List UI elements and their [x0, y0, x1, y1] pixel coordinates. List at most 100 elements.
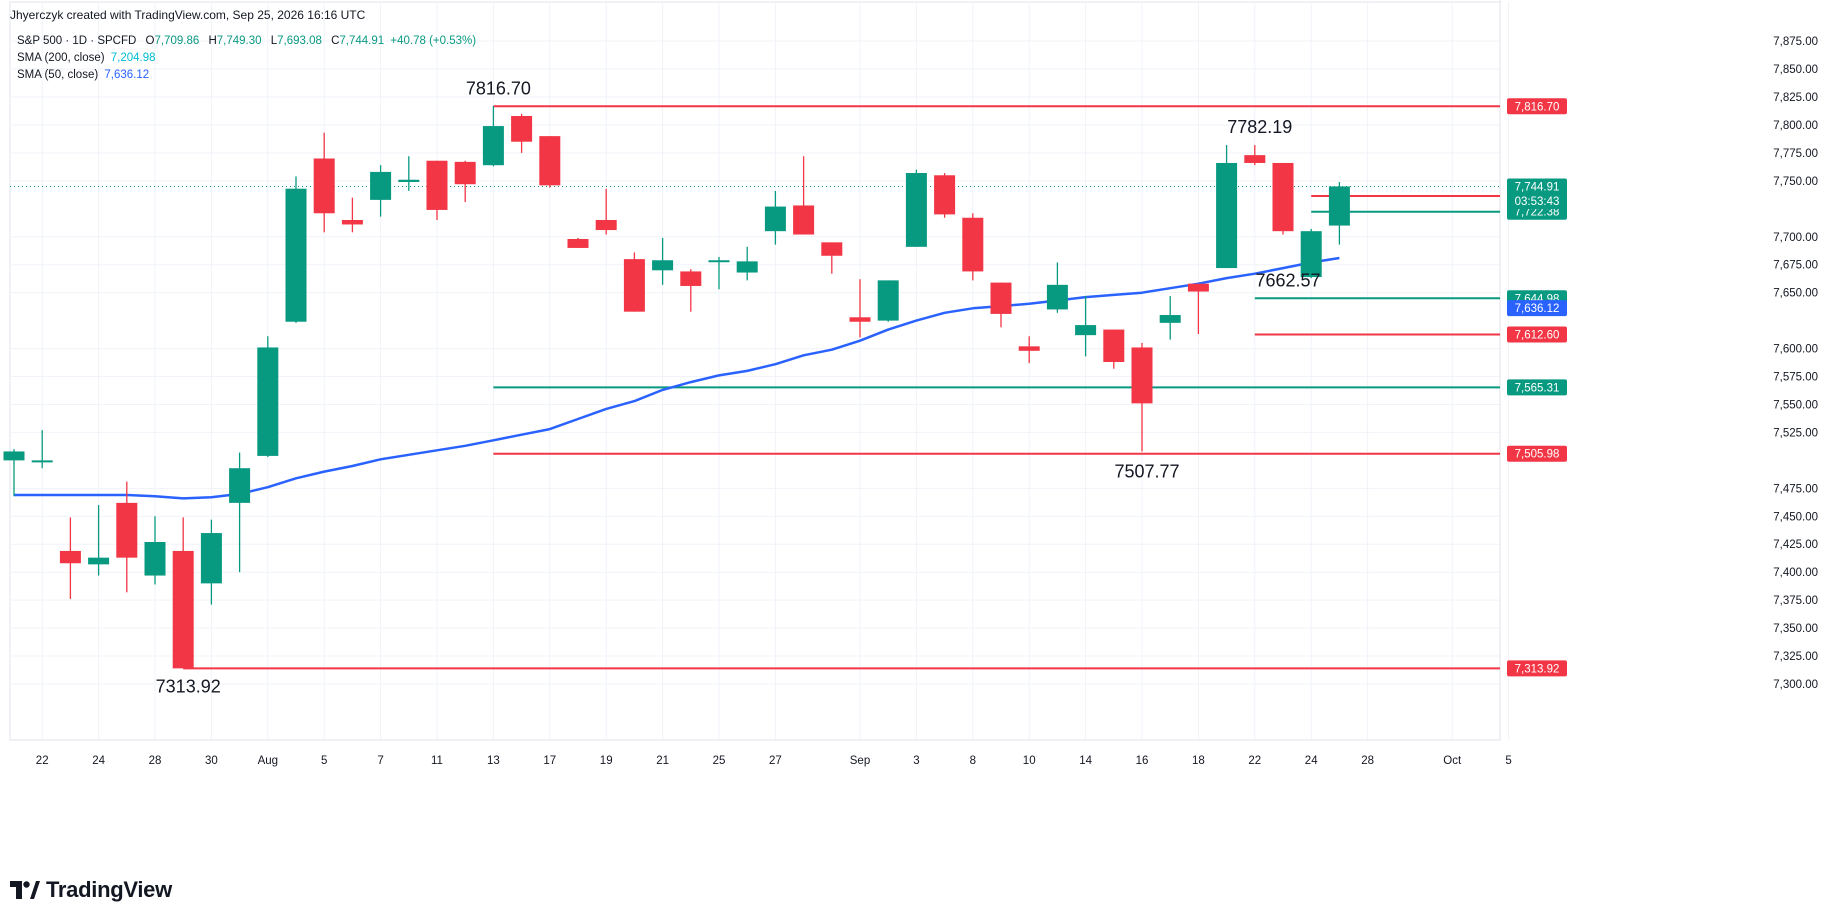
- x-tick-label: 27: [769, 755, 782, 767]
- candle-body: [736, 261, 758, 273]
- x-tick-label: 3: [913, 755, 919, 767]
- x-tick-label: 10: [1023, 755, 1036, 767]
- candle-body: [1075, 325, 1097, 336]
- price-axis-label: 7,636.12: [1515, 303, 1560, 315]
- price-axis-label-box: [1507, 178, 1567, 195]
- low-value: 7,693.08: [277, 35, 322, 47]
- candle-body: [680, 271, 702, 286]
- y-tick-label: 7,675.00: [1773, 260, 1818, 272]
- price-annotation: 7782.19: [1227, 117, 1292, 137]
- y-tick-label: 7,550.00: [1773, 399, 1818, 411]
- symbol-legend[interactable]: S&P 500 · 1D · SPCFD O7,709.86 H7,749.30…: [17, 35, 476, 47]
- y-tick-label: 7,800.00: [1773, 120, 1818, 132]
- price-axis-label-box: [1507, 192, 1567, 209]
- level-price-label: 7,612.60: [1515, 329, 1560, 341]
- x-tick-label: 18: [1192, 755, 1205, 767]
- candle-body: [31, 460, 53, 463]
- x-tick-label: 11: [431, 755, 443, 767]
- candle-body: [341, 219, 363, 225]
- candle-body: [1187, 283, 1209, 292]
- tradingview-logo-text: TradingView: [46, 877, 172, 902]
- candle-body: [1328, 186, 1350, 226]
- candle-body: [116, 502, 138, 558]
- candle-body: [539, 136, 561, 186]
- sma50-legend[interactable]: SMA (50, close) 7,636.12: [17, 69, 149, 81]
- candle-body: [1300, 231, 1322, 278]
- sma50-label: SMA (50, close): [17, 69, 99, 81]
- tradingview-logo[interactable]: TradingView: [10, 876, 172, 904]
- candle-body: [257, 347, 279, 456]
- x-tick-label: 17: [543, 755, 556, 767]
- x-tick-label: 24: [1305, 755, 1318, 767]
- y-tick-label: 7,775.00: [1773, 148, 1818, 160]
- candle-body: [962, 217, 984, 272]
- candle-body: [313, 158, 335, 214]
- price-annotation: 7507.77: [1114, 462, 1179, 482]
- candle-body: [511, 116, 533, 142]
- sma200-legend[interactable]: SMA (200, close) 7,204.98: [17, 52, 156, 64]
- candle-body: [59, 550, 81, 564]
- candle-body: [905, 173, 927, 247]
- y-tick-label: 7,875.00: [1773, 36, 1818, 48]
- x-tick-label: 21: [656, 755, 669, 767]
- level-price-label: 7,816.70: [1515, 101, 1560, 113]
- price-annotation: 7662.57: [1255, 270, 1320, 290]
- x-tick-label: 22: [1248, 755, 1261, 767]
- candle-body: [877, 280, 899, 321]
- x-tick-label: 28: [149, 755, 162, 767]
- x-tick-label: Aug: [258, 755, 278, 767]
- x-tick-label: 22: [36, 755, 49, 767]
- level-price-label-box: [1507, 445, 1567, 462]
- candle-body: [229, 468, 251, 503]
- change-value: +40.78 (+0.53%): [390, 35, 477, 47]
- candle-body: [849, 317, 871, 322]
- y-tick-label: 7,850.00: [1773, 64, 1818, 76]
- y-tick-label: 7,825.00: [1773, 92, 1818, 104]
- close-value: 7,744.91: [339, 35, 385, 47]
- y-tick-label: 7,400.00: [1773, 567, 1818, 579]
- x-tick-label: 8: [970, 755, 976, 767]
- candle-body: [200, 533, 222, 584]
- candle-body: [652, 260, 674, 271]
- y-tick-label: 7,475.00: [1773, 483, 1818, 495]
- level-price-label-box: [1507, 326, 1567, 343]
- sma50-value: 7,636.12: [104, 69, 150, 81]
- price-axis-label: 7,744.91: [1515, 182, 1560, 194]
- candle-body: [482, 126, 504, 166]
- symbol-line: S&P 500 · 1D · SPCFD: [17, 35, 137, 47]
- level-price-label: 7,722.38: [1515, 207, 1560, 219]
- y-tick-label: 7,450.00: [1773, 511, 1818, 523]
- y-tick-label: 7,375.00: [1773, 595, 1818, 607]
- level-price-label-box: [1507, 98, 1567, 115]
- price-axis-label: 03:53:43: [1515, 196, 1560, 208]
- open-value: 7,709.86: [154, 35, 200, 47]
- x-tick-label: 7: [377, 755, 383, 767]
- candle-body: [821, 242, 843, 256]
- x-tick-label: Oct: [1443, 755, 1462, 767]
- candle-body: [426, 160, 448, 210]
- x-tick-label: 5: [1505, 755, 1511, 767]
- candle-body: [1244, 155, 1266, 163]
- candle-body: [3, 451, 25, 461]
- x-tick-label: 14: [1079, 755, 1092, 767]
- level-price-label: 7,313.92: [1515, 663, 1560, 675]
- x-tick-label: 16: [1136, 755, 1149, 767]
- y-tick-label: 7,525.00: [1773, 427, 1818, 439]
- candle-body: [454, 161, 476, 185]
- level-price-label-box: [1507, 379, 1567, 396]
- y-tick-label: 7,700.00: [1773, 232, 1818, 244]
- candle-body: [144, 542, 166, 576]
- candle-body: [934, 175, 956, 215]
- y-tick-label: 7,325.00: [1773, 651, 1818, 663]
- level-price-label: 7,565.31: [1515, 382, 1560, 394]
- high-value: 7,749.30: [216, 35, 262, 47]
- x-tick-label: 5: [321, 755, 327, 767]
- level-price-label: 7,505.98: [1515, 449, 1560, 461]
- candle-body: [88, 557, 110, 565]
- y-tick-label: 7,425.00: [1773, 539, 1818, 551]
- y-tick-label: 7,600.00: [1773, 344, 1818, 356]
- candle-body: [793, 205, 815, 235]
- y-tick-label: 7,575.00: [1773, 372, 1818, 384]
